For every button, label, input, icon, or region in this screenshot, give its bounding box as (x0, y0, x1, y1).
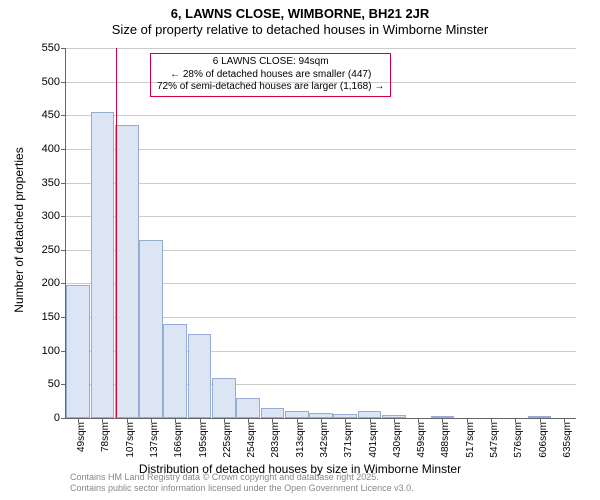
bar (212, 378, 236, 418)
xtick-label: 107sqm (125, 422, 136, 458)
gridline (66, 149, 576, 150)
xtick-label: 49sqm (76, 422, 87, 452)
xtick-label: 195sqm (198, 422, 209, 458)
title-main: 6, LAWNS CLOSE, WIMBORNE, BH21 2JR (0, 6, 600, 21)
ytick-mark (61, 82, 66, 83)
ytick-label: 0 (54, 412, 60, 424)
xtick-label: 78sqm (100, 422, 111, 452)
gridline (66, 216, 576, 217)
ytick-label: 550 (42, 42, 60, 54)
title-sub: Size of property relative to detached ho… (0, 22, 600, 37)
ytick-mark (61, 149, 66, 150)
ytick-label: 300 (42, 210, 60, 222)
bar (358, 411, 382, 418)
xtick-label: 166sqm (173, 422, 184, 458)
xtick-label: 283sqm (270, 422, 281, 458)
ytick-label: 100 (42, 345, 60, 357)
xtick-label: 606sqm (538, 422, 549, 458)
ytick-mark (61, 418, 66, 419)
ytick-label: 450 (42, 109, 60, 121)
ytick-label: 50 (48, 378, 60, 390)
bar (236, 398, 260, 418)
callout-line: 6 LAWNS CLOSE: 94sqm (157, 56, 384, 69)
bar (285, 411, 309, 418)
credit-line-1: Contains HM Land Registry data © Crown c… (70, 472, 414, 483)
xtick-label: 225sqm (222, 422, 233, 458)
gridline (66, 115, 576, 116)
xtick-label: 313sqm (295, 422, 306, 458)
xtick-label: 430sqm (392, 422, 403, 458)
xtick-label: 459sqm (416, 422, 427, 458)
xtick-label: 254sqm (246, 422, 257, 458)
ytick-mark (61, 48, 66, 49)
credit-text: Contains HM Land Registry data © Crown c… (70, 472, 414, 494)
gridline (66, 183, 576, 184)
credit-line-2: Contains public sector information licen… (70, 483, 414, 494)
ytick-mark (61, 183, 66, 184)
y-axis-title: Number of detached properties (12, 147, 26, 312)
plot-area: 05010015020025030035040045050055049sqm78… (65, 48, 576, 419)
marker-line (116, 48, 117, 418)
bar (139, 240, 163, 418)
bar (163, 324, 187, 418)
callout-box: 6 LAWNS CLOSE: 94sqm← 28% of detached ho… (150, 53, 391, 97)
bar (188, 334, 212, 418)
ytick-mark (61, 115, 66, 116)
bar (261, 408, 285, 418)
xtick-label: 488sqm (440, 422, 451, 458)
xtick-label: 635sqm (562, 422, 573, 458)
xtick-label: 342sqm (319, 422, 330, 458)
ytick-mark (61, 216, 66, 217)
ytick-label: 200 (42, 277, 60, 289)
chart-container: 6, LAWNS CLOSE, WIMBORNE, BH21 2JR Size … (0, 0, 600, 500)
bar (91, 112, 115, 418)
ytick-label: 250 (42, 244, 60, 256)
xtick-label: 517sqm (465, 422, 476, 458)
gridline (66, 48, 576, 49)
xtick-label: 547sqm (489, 422, 500, 458)
xtick-label: 371sqm (343, 422, 354, 458)
bar (115, 125, 139, 418)
bar (66, 285, 90, 418)
ytick-label: 150 (42, 311, 60, 323)
xtick-label: 137sqm (149, 422, 160, 458)
ytick-mark (61, 250, 66, 251)
ytick-label: 400 (42, 143, 60, 155)
ytick-label: 350 (42, 177, 60, 189)
xtick-label: 576sqm (513, 422, 524, 458)
callout-line: ← 28% of detached houses are smaller (44… (157, 69, 384, 82)
ytick-label: 500 (42, 76, 60, 88)
callout-line: 72% of semi-detached houses are larger (… (157, 81, 384, 94)
xtick-label: 401sqm (368, 422, 379, 458)
